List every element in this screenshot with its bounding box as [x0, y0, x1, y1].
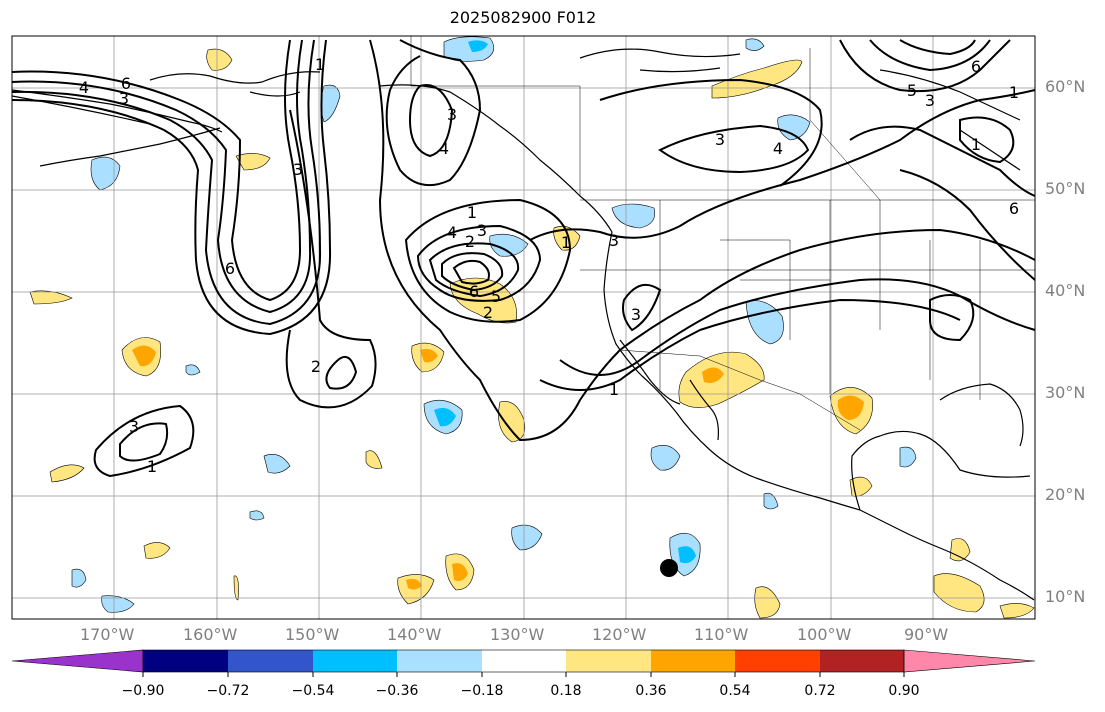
colorbar-segment	[820, 650, 904, 672]
lat-label: 10°N	[1045, 587, 1085, 606]
contour-label: 2	[311, 357, 321, 376]
lon-label: 140°W	[387, 625, 441, 644]
colorbar-tick-label: 0.18	[550, 683, 581, 699]
lat-label: 20°N	[1045, 485, 1085, 504]
colorbar-tick-label: −0.90	[122, 683, 165, 699]
contour-label: 3	[609, 231, 619, 250]
contour-label: 4	[79, 78, 89, 97]
contour-label: 1	[467, 203, 477, 222]
lon-label: 90°W	[904, 625, 948, 644]
contour-label: 4	[773, 139, 783, 158]
contour-label: 1	[315, 55, 325, 74]
contour-label: 3	[715, 130, 725, 149]
contour-label: 1	[609, 380, 619, 399]
contour-label: 6	[225, 259, 235, 278]
lat-label: 40°N	[1045, 281, 1085, 300]
colorbar-segment	[482, 650, 566, 672]
contour-label: 4	[447, 223, 457, 242]
storm-position-marker	[660, 559, 678, 577]
colorbar-segment	[735, 650, 820, 672]
contour-label: 1	[147, 457, 157, 476]
colorbar-tick-label: 0.54	[719, 683, 750, 699]
colorbar-tick-label: −0.72	[207, 683, 250, 699]
contour-label: 6	[971, 57, 981, 76]
lat-label: 60°N	[1045, 77, 1085, 96]
contour-label: 3	[119, 89, 129, 108]
lon-label: 130°W	[490, 625, 544, 644]
colorbar-segment	[651, 650, 735, 672]
contour-label: 3	[129, 417, 139, 436]
contour-label: 1	[971, 135, 981, 154]
contour-label: 1	[1009, 83, 1019, 102]
lon-label: 160°W	[183, 625, 237, 644]
contour-label: 6	[469, 282, 479, 301]
contour-label: 6	[1009, 199, 1019, 218]
colorbar-tick-label: 0.90	[888, 683, 919, 699]
contour-label: 5	[907, 81, 917, 100]
contour-label: 2	[483, 303, 493, 322]
colorbar-underflow-arrow	[12, 650, 143, 672]
colorbar-tick-label: −0.36	[376, 683, 419, 699]
contour-label: 3	[477, 221, 487, 240]
lat-label: 30°N	[1045, 383, 1085, 402]
contour-label: 3	[293, 160, 303, 179]
colorbar-overflow-arrow	[904, 650, 1035, 672]
colorbar-segment	[228, 650, 313, 672]
colorbar-segment	[313, 650, 397, 672]
colorbar-segment	[566, 650, 651, 672]
contour-label: 3	[631, 305, 641, 324]
colorbar-segment	[143, 650, 228, 672]
lon-label: 120°W	[592, 625, 646, 644]
colorbar-tick-label: −0.54	[292, 683, 335, 699]
colorbar-tick-label: −0.18	[461, 683, 504, 699]
colorbar-tick-label: 0.72	[804, 683, 835, 699]
lon-label: 110°W	[694, 625, 748, 644]
contour-label: 4	[439, 139, 449, 158]
lat-label: 50°N	[1045, 179, 1085, 198]
colorbar-segment	[397, 650, 482, 672]
contour-label: 3	[447, 105, 457, 124]
contour-label: 3	[925, 91, 935, 110]
contour-label: 2	[465, 232, 475, 251]
lon-label: 150°W	[285, 625, 339, 644]
lon-label: 100°W	[797, 625, 851, 644]
lon-label: 170°W	[80, 625, 134, 644]
colorbar-tick-label: 0.36	[635, 683, 666, 699]
colorbar	[12, 650, 1035, 677]
contour-label: 1	[561, 233, 571, 252]
